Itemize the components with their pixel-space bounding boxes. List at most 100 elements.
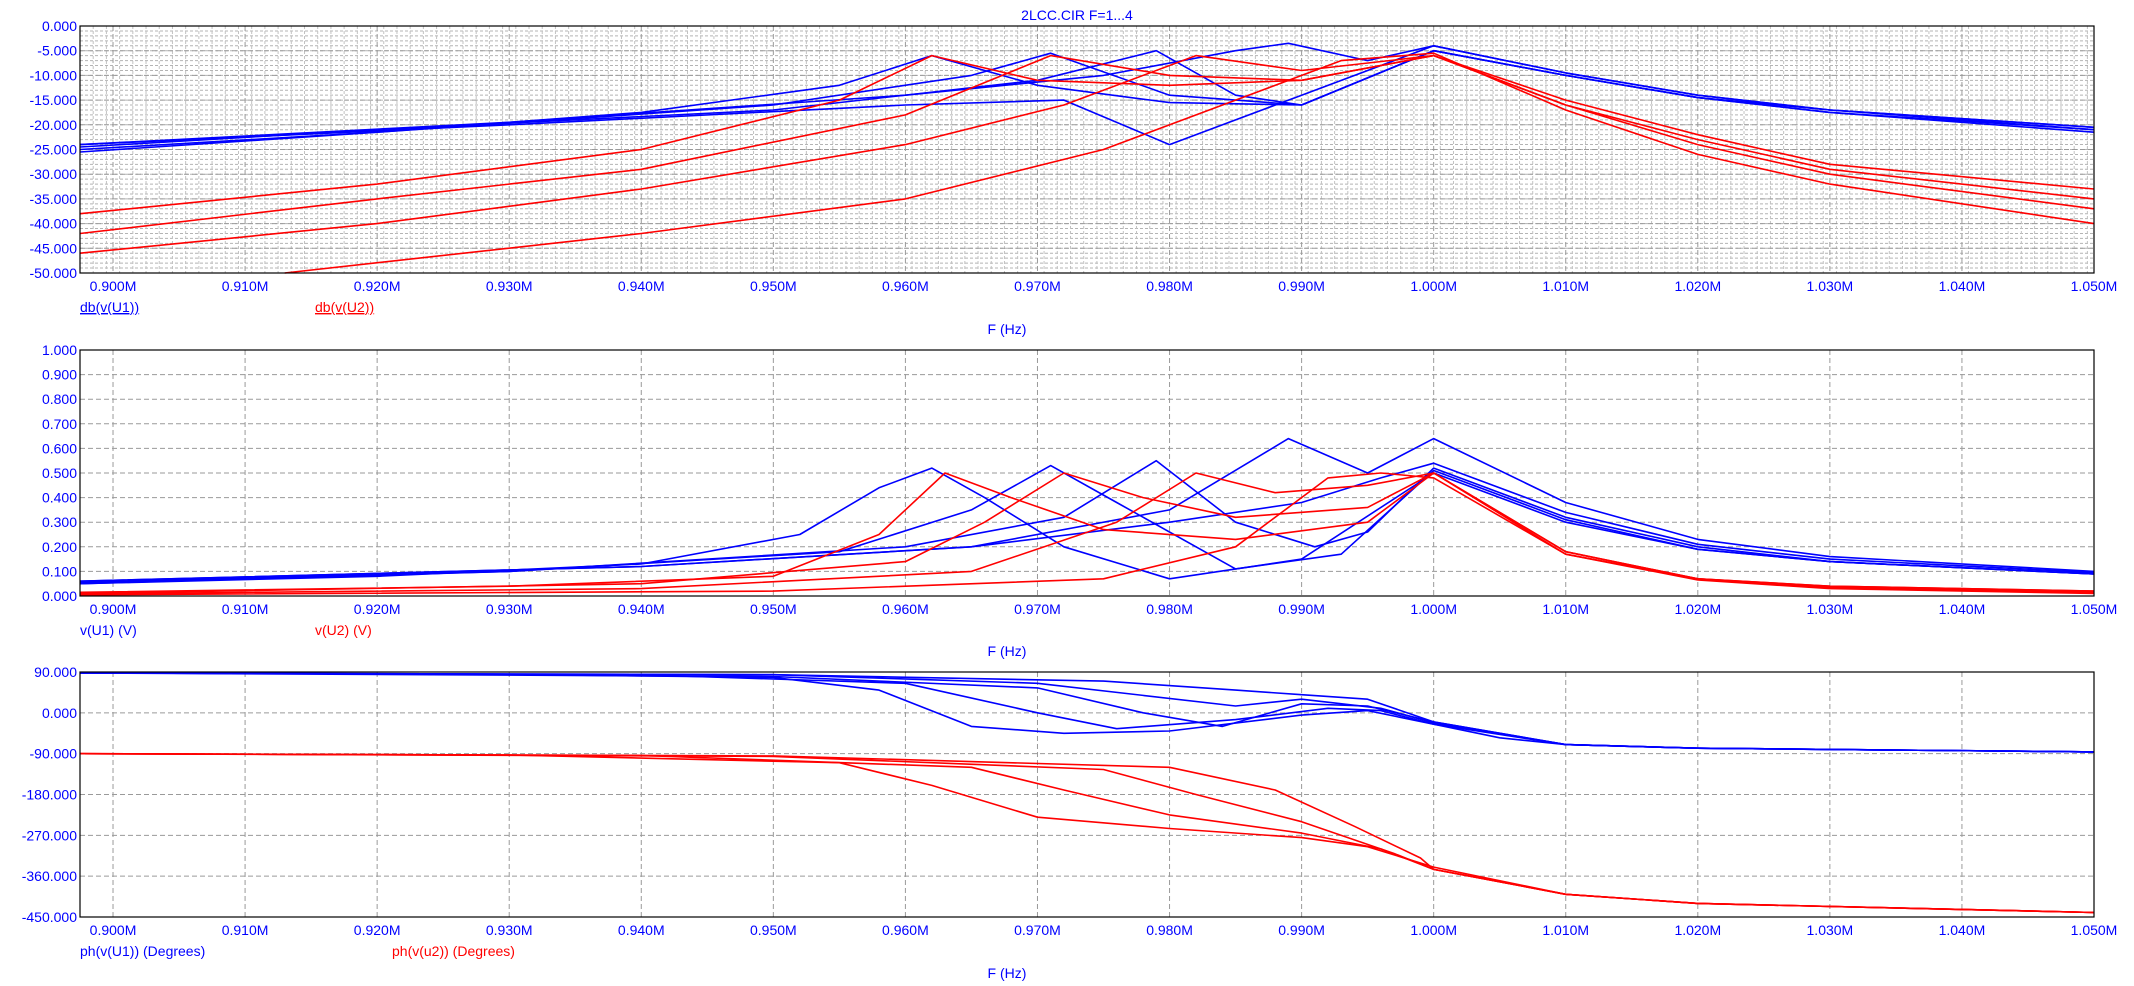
x-tick-label: 0.900M bbox=[90, 922, 137, 938]
trace-line-9 bbox=[284, 52, 2095, 274]
x-tick-label: 0.980M bbox=[1146, 601, 1193, 617]
x-tick-label: 0.910M bbox=[222, 922, 269, 938]
x-tick-label: 0.930M bbox=[486, 601, 533, 617]
x-tick-label: 1.020M bbox=[1674, 278, 1721, 294]
trace-line-6 bbox=[79, 54, 2095, 215]
x-tick-label: 0.950M bbox=[750, 278, 797, 294]
y-tick-label: 0.100 bbox=[42, 563, 77, 579]
x-tick-label: 0.930M bbox=[486, 922, 533, 938]
major-grid bbox=[80, 349, 2095, 597]
x-tick-label: 0.900M bbox=[90, 601, 137, 617]
y-tick-label: 0.800 bbox=[42, 391, 77, 407]
y-tick-label: 90.000 bbox=[34, 664, 77, 680]
x-tick-label: 0.910M bbox=[222, 278, 269, 294]
y-tick-label: 0.000 bbox=[42, 18, 77, 34]
trace-line-5 bbox=[79, 462, 2095, 582]
x-tick-label: 0.960M bbox=[882, 601, 929, 617]
y-tick-label: -25.000 bbox=[30, 142, 78, 158]
y-tick-label: -270.000 bbox=[22, 827, 77, 843]
y-tick-label: 0.500 bbox=[42, 465, 77, 481]
x-tick-label: 0.970M bbox=[1014, 601, 1061, 617]
x-tick-label: 1.010M bbox=[1542, 922, 1589, 938]
legend-label-u1: ph(v(U1)) (Degrees) bbox=[80, 943, 205, 959]
x-axis-label: F (Hz) bbox=[988, 643, 1027, 659]
chart-panel-2: 0.900M 0.910M 0.920M 0.930M 0.940M 0.950M 0.96… bbox=[42, 342, 2117, 659]
x-tick-label: 1.010M bbox=[1542, 278, 1589, 294]
x-tick-label: 1.020M bbox=[1674, 601, 1721, 617]
y-tick-label: 0.000 bbox=[42, 588, 77, 604]
y-tick-label: -450.000 bbox=[22, 909, 77, 925]
x-tick-label: 0.900M bbox=[90, 278, 137, 294]
trace-line-6 bbox=[79, 752, 2095, 914]
trace-line-7 bbox=[79, 54, 2095, 235]
legend-label-u1: v(U1) (V) bbox=[80, 622, 137, 638]
major-grid bbox=[80, 671, 2095, 918]
x-tick-label: 0.920M bbox=[354, 278, 401, 294]
y-tick-label: -50.000 bbox=[30, 265, 78, 281]
plot-frame bbox=[79, 349, 2095, 597]
x-tick-label: 1.040M bbox=[1939, 922, 1986, 938]
y-tick-label: -90.000 bbox=[30, 746, 78, 762]
y-tick-label: 0.600 bbox=[42, 440, 77, 456]
x-tick-label: 1.000M bbox=[1410, 278, 1457, 294]
x-axis-label: F (Hz) bbox=[988, 965, 1027, 981]
y-tick-label: -40.000 bbox=[30, 216, 78, 232]
y-tick-label: -15.000 bbox=[30, 92, 78, 108]
x-tick-label: 0.980M bbox=[1146, 922, 1193, 938]
y-tick-label: 0.300 bbox=[42, 514, 77, 530]
trace-line-8 bbox=[79, 472, 2095, 595]
chart-panel-3: 0.900M 0.910M 0.920M 0.930M 0.940M 0.950M 0.96… bbox=[22, 664, 2118, 981]
x-tick-label: 0.990M bbox=[1278, 922, 1325, 938]
x-tick-label: 0.960M bbox=[882, 922, 929, 938]
trace-line-9 bbox=[79, 752, 2095, 914]
trace-line-7 bbox=[79, 752, 2095, 914]
x-tick-label: 0.940M bbox=[618, 278, 665, 294]
plot-frame bbox=[79, 671, 2095, 918]
y-tick-label: -30.000 bbox=[30, 166, 78, 182]
trace-line-3 bbox=[79, 459, 2095, 584]
x-tick-label: 0.980M bbox=[1146, 278, 1193, 294]
y-tick-label: -35.000 bbox=[30, 191, 78, 207]
x-tick-label: 0.960M bbox=[882, 278, 929, 294]
major-grid bbox=[80, 25, 2095, 274]
x-tick-label: 0.990M bbox=[1278, 278, 1325, 294]
x-tick-label: 0.920M bbox=[354, 601, 401, 617]
x-tick-label: 1.050M bbox=[2071, 922, 2118, 938]
trace-line-8 bbox=[79, 752, 2095, 914]
fine-grid bbox=[80, 26, 2094, 273]
legend-label-u2: ph(v(u2)) (Degrees) bbox=[392, 943, 515, 959]
chart-title: 2LCC.CIR F=1...4 bbox=[1021, 7, 1133, 23]
trace-group bbox=[79, 42, 2095, 274]
legend-label-u2: v(U2) (V) bbox=[315, 622, 372, 638]
y-tick-label: -5.000 bbox=[37, 43, 77, 59]
trace-line-3 bbox=[79, 49, 2095, 148]
y-tick-label: -45.000 bbox=[30, 240, 78, 256]
x-tick-label: 1.000M bbox=[1410, 922, 1457, 938]
x-tick-label: 1.040M bbox=[1939, 601, 1986, 617]
x-tick-label: 0.970M bbox=[1014, 278, 1061, 294]
y-tick-label: -360.000 bbox=[22, 868, 77, 884]
trace-line-4 bbox=[79, 437, 2095, 582]
x-tick-label: 0.920M bbox=[354, 922, 401, 938]
y-tick-label: 0.900 bbox=[42, 367, 77, 383]
y-tick-label: 0.400 bbox=[42, 490, 77, 506]
trace-line-8 bbox=[79, 54, 2095, 254]
trace-line-1 bbox=[79, 467, 2095, 585]
trace-line-9 bbox=[79, 472, 2095, 596]
x-axis-label: F (Hz) bbox=[988, 321, 1027, 337]
x-tick-label: 1.030M bbox=[1807, 601, 1854, 617]
x-tick-label: 1.020M bbox=[1674, 922, 1721, 938]
trace-line-2 bbox=[79, 464, 2095, 585]
x-tick-label: 0.940M bbox=[618, 601, 665, 617]
y-tick-label: 0.700 bbox=[42, 416, 77, 432]
y-tick-label: -180.000 bbox=[22, 787, 77, 803]
legend-label-u1: db(v(U1)) bbox=[80, 299, 139, 315]
x-tick-label: 1.000M bbox=[1410, 601, 1457, 617]
trace-line-5 bbox=[79, 672, 2095, 753]
plot-frame bbox=[79, 25, 2095, 274]
x-tick-label: 1.030M bbox=[1807, 278, 1854, 294]
trace-group bbox=[79, 672, 2095, 914]
x-tick-label: 0.940M bbox=[618, 922, 665, 938]
x-tick-label: 0.950M bbox=[750, 601, 797, 617]
